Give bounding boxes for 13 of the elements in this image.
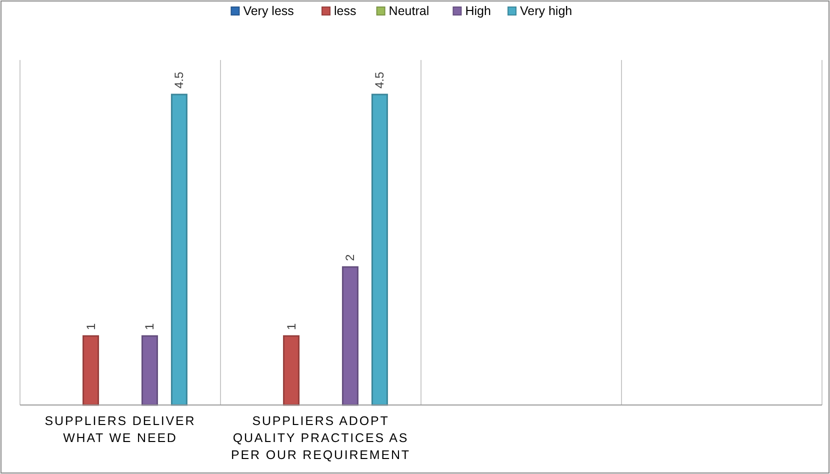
x-tick-label: SUPPLIERS DELIVER WHAT WE NEED <box>44 414 196 445</box>
legend-label: High <box>465 4 491 18</box>
legend-label: Very less <box>243 4 294 18</box>
data-label: 1 <box>284 323 298 330</box>
x-tick-label: SUPPLIERS ADOPT QUALITY PRACTICES AS PER OUR REQUIREMENT <box>231 414 410 462</box>
legend-label: less <box>334 4 356 18</box>
data-label: 1 <box>84 323 98 330</box>
legend-label: Very high <box>520 4 572 18</box>
data-label: 4.5 <box>372 71 387 88</box>
data-label: 1 <box>142 323 157 330</box>
data-label: 4.5 <box>172 71 186 88</box>
legend-label: Neutral <box>388 4 430 18</box>
data-label: 2 <box>343 254 358 261</box>
